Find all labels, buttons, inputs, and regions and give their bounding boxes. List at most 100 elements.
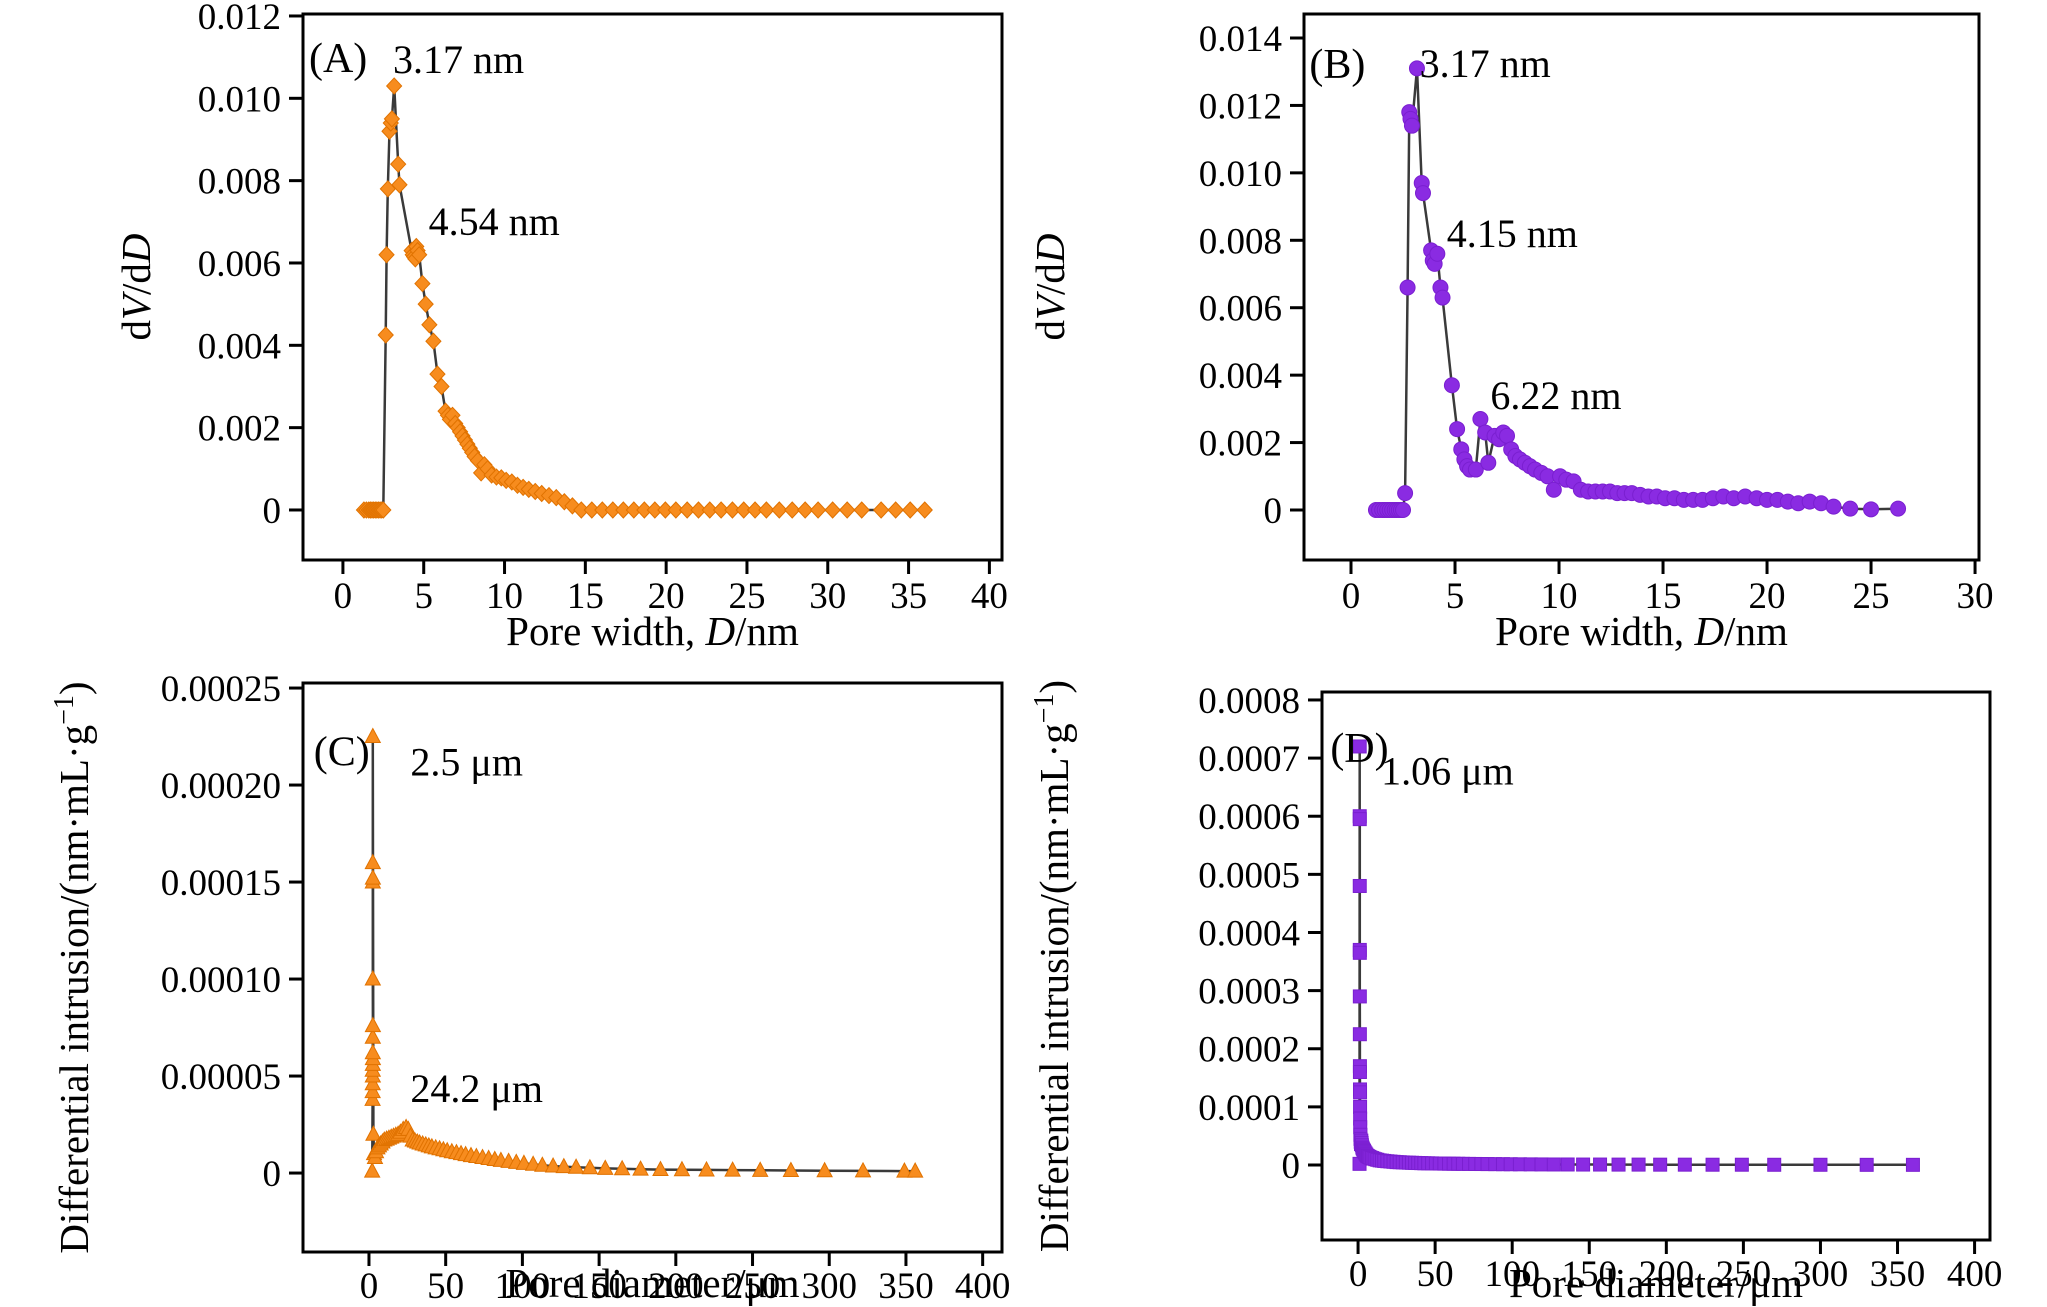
data-point: [548, 488, 565, 507]
x-tick-label: 0: [360, 1266, 379, 1307]
y-tick-label: 0.006: [198, 244, 281, 285]
data-point: [417, 295, 434, 313]
data-point: [902, 501, 919, 519]
x-tick-label: 15: [567, 576, 604, 617]
data-point: [1397, 485, 1414, 502]
y-tick-label: 0.0007: [1198, 739, 1300, 780]
data-point: [667, 501, 685, 519]
data-point: [698, 1160, 715, 1177]
x-tick-label: 250: [725, 1266, 781, 1307]
data-point: [746, 501, 764, 519]
y-tick-label: 0.0005: [1198, 855, 1300, 896]
y-tick-label: 0.006: [1199, 289, 1282, 330]
data-point: [796, 501, 814, 519]
peak-annotation: 3.17 nm: [393, 37, 524, 82]
y-tick-label: 0.0004: [1198, 913, 1300, 954]
data-point: [1467, 461, 1484, 478]
y-axis: 0 0.002 0.004 0.006 0.008 0.010 0.012: [198, 0, 303, 532]
x-tick-label: 100: [1484, 1254, 1540, 1295]
peak-annotation: 1.06 μm: [1381, 748, 1514, 793]
data-point: [678, 501, 696, 519]
data-point: [390, 155, 407, 173]
data-point: [854, 1161, 872, 1178]
data-point: [383, 110, 401, 128]
data-point: [364, 969, 382, 986]
x-tick-label: 20: [648, 576, 685, 617]
data-point: [1825, 498, 1842, 515]
panel-a: 0 5 10 15 20 25 30 35 40 0 0.002 0.004 0.006 0.008 0.0…: [0, 0, 1024, 655]
y-tick-label: 0.0008: [1198, 681, 1300, 722]
data-point: [381, 122, 398, 140]
data-point: [377, 326, 394, 344]
y-tick-label: 0.00015: [161, 863, 281, 904]
data-point: [1414, 185, 1431, 202]
data-point: [364, 869, 382, 885]
y-axis-title: dV/dD: [113, 233, 159, 340]
data-point: [1352, 1027, 1367, 1042]
x-axis: 0 5 10 15 20 25 30: [1342, 560, 1994, 617]
data-point: [567, 1158, 585, 1174]
y-tick-label: 0.00025: [161, 669, 281, 710]
y-axis: 0 0.00005 0.00010 0.00015 0.00020 0.00025: [161, 669, 303, 1195]
data-point: [1611, 1157, 1626, 1172]
data-point: [1399, 279, 1416, 296]
x-tick-label: 40: [971, 576, 1008, 617]
panel-letter: (D): [1330, 726, 1388, 772]
data-point: [1813, 1157, 1828, 1172]
data-point: [1395, 502, 1412, 519]
x-tick-label: 10: [486, 576, 523, 617]
data-point: [613, 1159, 631, 1176]
x-tick-label: 10: [1541, 576, 1578, 617]
data-point: [701, 501, 718, 519]
data-point: [1472, 410, 1489, 427]
x-axis-title: Pore diameter/μm: [1509, 1260, 1803, 1306]
x-tick-label: 350: [1870, 1254, 1926, 1295]
data-point: [378, 246, 395, 264]
data-point: [673, 1160, 691, 1177]
data-point: [1352, 989, 1367, 1004]
y-tick-label: 0.0002: [1198, 1030, 1300, 1071]
y-axis-title: Differential intrusion/(nm·mL·g−1​): [1029, 680, 1077, 1252]
data-point: [1653, 1157, 1668, 1172]
series-markers: [355, 77, 933, 519]
data-point: [1677, 1157, 1692, 1172]
data-point: [751, 1161, 769, 1177]
data-point: [414, 274, 431, 293]
data-point: [1499, 427, 1516, 444]
plot-box: [301, 12, 1004, 562]
y-tick-label: 0.010: [1199, 154, 1282, 195]
x-tick-label: 30: [809, 576, 846, 617]
data-point: [1408, 60, 1425, 77]
y-tick-label: 0.00010: [161, 960, 281, 1001]
y-tick-label: 0.0006: [1198, 797, 1300, 838]
data-point: [364, 1016, 382, 1033]
data-point: [1352, 739, 1367, 754]
data-point: [771, 501, 788, 519]
x-tick-label: 30: [1957, 576, 1994, 617]
data-point: [1593, 1157, 1608, 1172]
data-point: [1734, 1157, 1749, 1172]
panel-b: 0 5 10 15 20 25 30 0 0.002 0.004 0.006 0.008 0.010 0.…: [1024, 0, 2047, 655]
y-tick-label: 0.014: [1199, 19, 1282, 60]
peak-annotation: 2.5 μm: [410, 739, 523, 784]
data-point: [1353, 1099, 1368, 1114]
data-point: [1480, 454, 1497, 471]
data-point: [1631, 1157, 1646, 1172]
x-tick-label: 35: [890, 576, 927, 617]
x-axis: 0 50 100 150 200 250 300 350 400: [1349, 1240, 2002, 1295]
panel-letter: (C): [314, 730, 370, 776]
data-point: [544, 1156, 562, 1173]
data-point: [1545, 481, 1562, 498]
data-point: [375, 501, 392, 519]
x-tick-label: 150: [571, 1266, 627, 1307]
data-point: [1352, 1065, 1367, 1080]
data-point: [1705, 1157, 1720, 1172]
panel-d-chart: 0 50 100 150 200 250 300 350 400 0 0.0001 0.0002 0.0…: [1029, 680, 2002, 1306]
data-point: [364, 1074, 382, 1091]
y-tick-label: 0.008: [198, 162, 281, 203]
data-point: [364, 1028, 382, 1044]
panel-letter: (B): [1309, 42, 1365, 88]
data-point: [1449, 421, 1466, 438]
y-tick-label: 0.00005: [161, 1057, 281, 1098]
panel-b-chart: 0 5 10 15 20 25 30 0 0.002 0.004 0.006 0.008 0.010 0.…: [1027, 12, 1994, 654]
